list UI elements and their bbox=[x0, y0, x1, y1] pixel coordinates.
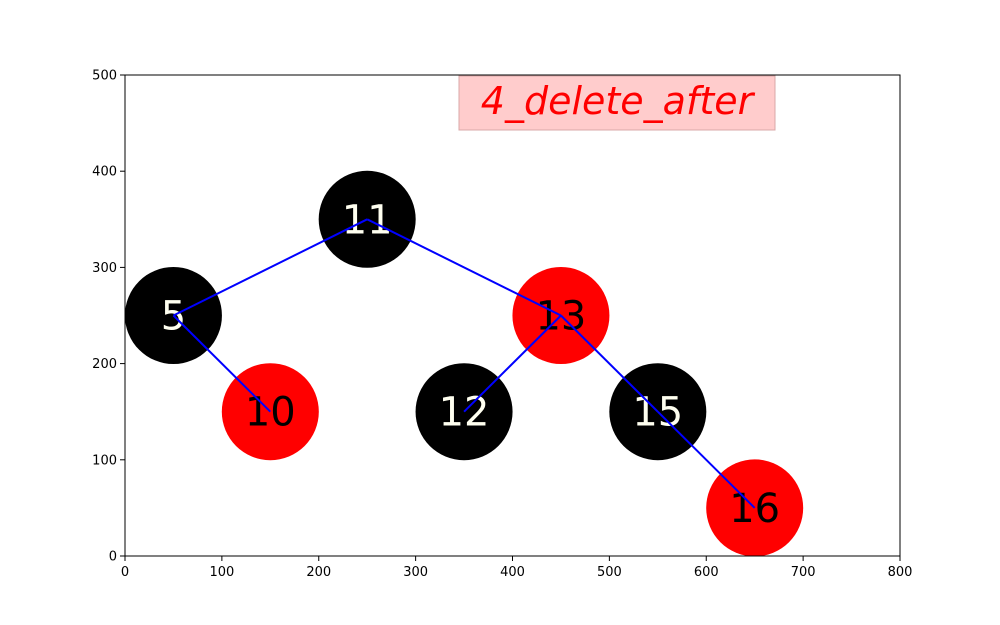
edge-15-16 bbox=[657, 410, 756, 509]
x-tick-label: 400 bbox=[500, 565, 525, 580]
x-tick-label: 500 bbox=[597, 565, 622, 580]
x-tick-label: 700 bbox=[791, 565, 816, 580]
x-tick-label: 200 bbox=[306, 565, 331, 580]
x-tick-label: 600 bbox=[694, 565, 719, 580]
plot-frame bbox=[124, 74, 901, 557]
y-tick-label: 100 bbox=[92, 453, 117, 468]
axis-ticks: 0 100 200 300 400 500 600 700 800 0 100 200 300 400 50… bbox=[92, 69, 912, 581]
y-tick-label: 200 bbox=[92, 357, 117, 372]
y-tick-label: 400 bbox=[92, 165, 117, 180]
y-tick-label: 300 bbox=[92, 261, 117, 276]
node-label-16: 16 bbox=[729, 486, 780, 532]
title-background bbox=[458, 75, 776, 131]
edge-13-12 bbox=[463, 314, 562, 413]
y-tick-label: 500 bbox=[92, 69, 117, 84]
edge-11-5 bbox=[172, 218, 368, 317]
title-box: 4_delete_after bbox=[458, 75, 776, 131]
x-tick-label: 0 bbox=[121, 565, 129, 580]
edge-5-10 bbox=[172, 314, 272, 413]
x-tick-label: 800 bbox=[888, 565, 913, 580]
tree-edges bbox=[172, 218, 756, 509]
x-tick-label: 100 bbox=[209, 565, 234, 580]
node-label-10: 10 bbox=[245, 390, 296, 436]
y-tick-label: 0 bbox=[109, 550, 117, 565]
x-tick-label: 300 bbox=[403, 565, 428, 580]
node-label-12: 12 bbox=[439, 390, 490, 436]
edge-13-15 bbox=[560, 314, 659, 413]
diagram-title: 4_delete_after bbox=[481, 79, 756, 123]
node-circle-11 bbox=[318, 170, 416, 268]
edge-11-13 bbox=[366, 218, 562, 317]
